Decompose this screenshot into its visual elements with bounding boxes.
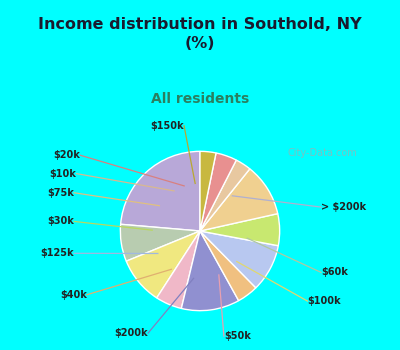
Text: > $200k: > $200k (321, 202, 366, 212)
Text: $40k: $40k (60, 290, 87, 300)
Text: $60k: $60k (321, 267, 348, 278)
Wedge shape (200, 160, 250, 231)
Text: $200k: $200k (114, 328, 148, 338)
Wedge shape (181, 231, 239, 311)
Text: City-Data.com: City-Data.com (288, 148, 358, 158)
Text: $125k: $125k (40, 248, 74, 258)
Wedge shape (200, 231, 256, 301)
Text: $50k: $50k (224, 331, 251, 341)
Wedge shape (157, 231, 200, 308)
Text: All residents: All residents (151, 92, 249, 106)
Text: $10k: $10k (50, 169, 76, 178)
Wedge shape (200, 151, 216, 231)
Wedge shape (200, 169, 278, 231)
Wedge shape (121, 151, 200, 231)
Text: $150k: $150k (150, 121, 184, 131)
Wedge shape (126, 231, 200, 298)
Wedge shape (200, 231, 278, 288)
Text: $100k: $100k (308, 296, 341, 306)
Text: Income distribution in Southold, NY
(%): Income distribution in Southold, NY (%) (38, 17, 362, 51)
Text: $20k: $20k (54, 150, 80, 160)
Wedge shape (200, 214, 280, 246)
Wedge shape (200, 153, 236, 231)
Text: $30k: $30k (47, 216, 74, 226)
Text: $75k: $75k (47, 188, 74, 198)
Wedge shape (120, 224, 200, 261)
